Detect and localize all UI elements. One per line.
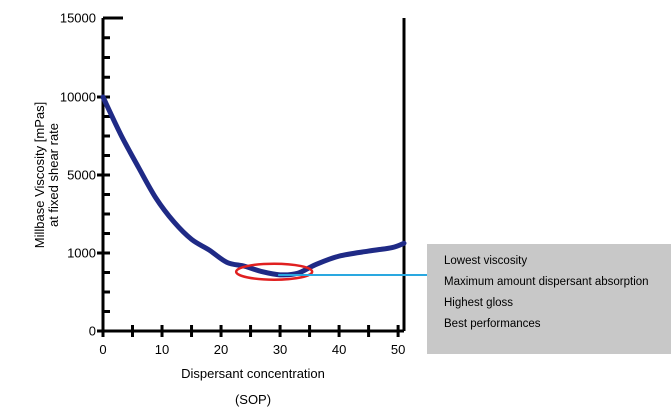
x-tick-label: 30 (273, 342, 287, 357)
annotation-line-best-performances: Best performances (444, 318, 541, 330)
minimum-highlight-ellipse (234, 262, 314, 281)
x-tick-labels: 0 10 20 30 40 50 (99, 342, 405, 357)
y-minor-ticks (97, 16, 110, 333)
y-axis-title: Millbase Viscosity [mPas] (32, 102, 47, 248)
y-tick-label: 15000 (60, 11, 96, 26)
y-tick-label: 0 (89, 324, 96, 339)
y-tick-label: 1000 (67, 246, 96, 261)
x-tick-label: 20 (214, 342, 228, 357)
x-tick-label: 40 (332, 342, 346, 357)
series-line (100, 94, 407, 278)
x-axis-title: Dispersant concentration (181, 366, 325, 381)
x-tick-label: 10 (155, 342, 169, 357)
x-axis-unit: (SOP) (235, 392, 271, 407)
x-tick-label: 0 (99, 342, 106, 357)
x-tick-label: 50 (391, 342, 405, 357)
y-tick-label: 10000 (60, 90, 96, 105)
annotation-line-lowest-viscosity: Lowest viscosity (444, 255, 528, 267)
y-axis-title-line2: at fixed shear rate (46, 123, 61, 227)
annotation-line-max-absorption: Maximum amount dispersant absorption (444, 276, 649, 288)
annotation-box: Lowest viscosity Maximum amount dispersa… (427, 244, 671, 354)
y-tick-labels: 0 1000 5000 10000 15000 (60, 11, 96, 339)
plot-frame (101, 16, 406, 333)
y-tick-label: 5000 (67, 168, 96, 183)
x-ticks (101, 325, 400, 337)
annotation-line-highest-gloss: Highest gloss (444, 297, 514, 309)
